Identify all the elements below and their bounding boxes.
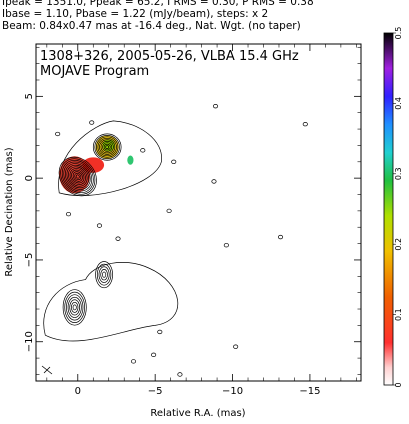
contour-level — [72, 304, 77, 311]
noise-contour — [89, 120, 95, 125]
contour-level — [66, 164, 90, 189]
noise-contour — [277, 234, 284, 240]
noise-contour — [55, 131, 61, 137]
contour-level — [64, 163, 91, 190]
colorbar — [383, 32, 394, 386]
contour-level — [96, 263, 112, 286]
contour-level — [63, 161, 93, 192]
colorbar-tick-label: 0.2 — [394, 238, 403, 251]
noise-contour — [302, 122, 308, 127]
contour-level — [61, 160, 94, 194]
y-tick-label: −10 — [24, 331, 35, 352]
contour-level — [60, 158, 96, 195]
plot-subtitle: MOJAVE Program — [40, 64, 149, 79]
noise-contour — [151, 352, 157, 357]
header-stats-line-1: Ipeak = 1351.0, Ppeak = 65.2, I RMS = 0.… — [2, 0, 314, 8]
contour-level — [92, 133, 122, 161]
noise-contour — [223, 243, 229, 248]
contour-level — [66, 294, 84, 321]
contour-level — [74, 172, 82, 181]
contour-level — [67, 296, 82, 318]
plot-area — [43, 104, 308, 377]
noise-contour — [140, 148, 146, 153]
contour-level — [94, 135, 120, 160]
contour-level — [58, 156, 97, 197]
colorbar-ticks: 0 0.1 0.2 0.3 0.4 0.5 — [393, 27, 403, 388]
contour-level — [100, 269, 108, 281]
contour-level — [71, 169, 85, 184]
contour-component-knot-ne — [92, 133, 122, 161]
contour-level — [62, 289, 87, 326]
contour-level — [102, 142, 113, 152]
envelope-contour-south — [43, 262, 179, 342]
contour-level — [105, 145, 110, 149]
contour-level — [71, 301, 79, 313]
plot-frame — [35, 43, 362, 382]
colorbar-tick-label: 0.1 — [394, 308, 403, 321]
contour-level — [96, 136, 119, 158]
noise-contour — [212, 104, 219, 109]
envelope-contour-north — [58, 120, 162, 196]
contour-component-counter-knot-b — [62, 289, 87, 326]
noise-contour — [171, 159, 177, 164]
noise-contour — [96, 223, 103, 228]
contour-component-counter-knot-a — [95, 261, 113, 289]
contour-level — [97, 137, 117, 157]
noise-contour — [115, 236, 121, 241]
colorbar-tick-label: 0 — [394, 382, 403, 387]
contour-level — [95, 261, 113, 289]
x-tick-label: −15 — [299, 386, 320, 397]
contour-level — [99, 139, 116, 155]
contour-level — [102, 271, 107, 278]
y-tick-label: −5 — [24, 253, 35, 268]
axes: 0 −5 −10 −15 5 0 −5 −10 — [24, 44, 361, 397]
contour-level — [69, 168, 86, 185]
x-tick-label: −5 — [148, 386, 163, 397]
header-stats-line-3: Beam: 0.84x0.47 mas at -16.4 deg., Nat. … — [2, 20, 301, 32]
x-tick-label: −10 — [222, 386, 243, 397]
polarization-patch — [127, 155, 134, 165]
noise-contour — [166, 208, 172, 214]
plot-title: 1308+326, 2005-05-26, VLBA 15.4 GHz — [40, 49, 299, 64]
colorbar-tick-label: 0.4 — [394, 97, 403, 110]
y-tick-label: 0 — [24, 175, 35, 181]
contour-level — [103, 143, 111, 151]
noise-contour — [157, 329, 163, 335]
noise-contour — [233, 344, 239, 349]
noise-contour — [177, 372, 183, 377]
beam-ellipse — [41, 365, 53, 375]
contour-level — [100, 140, 114, 154]
contour-level — [98, 266, 110, 283]
y-tick-label: 5 — [24, 93, 35, 99]
beam-minor-axis — [43, 366, 51, 374]
y-axis-label: Relative Decination (mas) — [4, 147, 15, 276]
noise-contour — [211, 179, 217, 184]
contour-level — [69, 299, 81, 316]
contour-level — [75, 174, 80, 179]
header-stats-line-2: Ibase = 1.10, Pbase = 1.22 (mJy/beam), s… — [2, 8, 269, 20]
contour-component-core — [58, 156, 97, 197]
noise-contour — [130, 359, 137, 364]
x-tick-label: 0 — [75, 386, 81, 397]
noise-contour — [65, 211, 72, 217]
contour-level — [72, 171, 83, 182]
colorbar-tick-label: 0.3 — [394, 167, 403, 180]
contour-level — [64, 291, 85, 323]
x-axis-label: Relative R.A. (mas) — [150, 408, 245, 419]
colorbar-tick-label: 0.5 — [394, 27, 403, 40]
contour-level — [68, 166, 88, 187]
